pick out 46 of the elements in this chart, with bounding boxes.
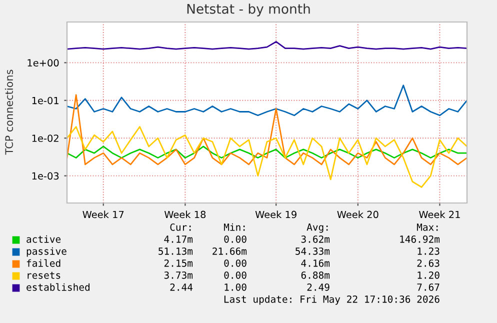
line-series	[67, 94, 467, 166]
text: 1.00	[224, 283, 246, 291]
text: 6.88m	[301, 271, 330, 279]
text: 54.33m	[296, 247, 330, 255]
x-tick-label: Week 20	[337, 210, 378, 218]
text: 4.17m	[164, 236, 193, 243]
text: 1.20	[418, 271, 440, 279]
text: 0.00	[224, 271, 246, 279]
text: 2.44	[170, 283, 193, 291]
text: Cur:	[170, 223, 191, 231]
legend-label: established	[26, 283, 90, 291]
x-tick-label: Week 21	[419, 210, 460, 218]
line-series	[67, 84, 467, 116]
y-axis-title: TCP connections	[4, 70, 14, 155]
text: 146.92m	[400, 235, 440, 243]
text: Last update: Fri May 22 17:10:36 2026	[224, 295, 440, 305]
text: 3.62m	[301, 235, 330, 243]
text: 2.15m	[164, 259, 193, 267]
text: 4.16m	[301, 259, 330, 267]
legend-label: passive	[26, 247, 66, 257]
legend-label: resets	[28, 272, 60, 279]
chart-title: Netstat - by month	[187, 4, 310, 16]
x-tick-label: Week 19	[255, 210, 296, 218]
text: 2.63	[417, 259, 440, 267]
y-tick-label: 1e+00	[28, 59, 59, 67]
text: 2.49	[307, 283, 330, 291]
line-series	[67, 146, 467, 159]
text: 7.67	[417, 283, 440, 291]
x-tick-label: Week 17	[82, 210, 124, 218]
text: 1.23	[418, 247, 440, 255]
line-series	[67, 41, 467, 50]
y-tick-label: 1e-03	[32, 172, 59, 180]
x-tick-label: Week 18	[164, 210, 206, 218]
legend-label: active	[26, 235, 61, 243]
y-tick-label: 1e-01	[32, 96, 58, 104]
text: Min:	[224, 223, 245, 231]
line-series	[67, 126, 467, 188]
legend-label: failed	[26, 259, 60, 267]
text: 3.73m	[164, 271, 193, 279]
text: Avg:	[306, 224, 328, 233]
y-tick-label: 1e-02	[32, 134, 58, 142]
text: 0.00	[224, 235, 246, 243]
text: 0.00	[224, 259, 246, 267]
text: Max:	[416, 224, 438, 231]
text: 21.66m	[212, 247, 247, 255]
text: 51.13m	[158, 247, 193, 255]
